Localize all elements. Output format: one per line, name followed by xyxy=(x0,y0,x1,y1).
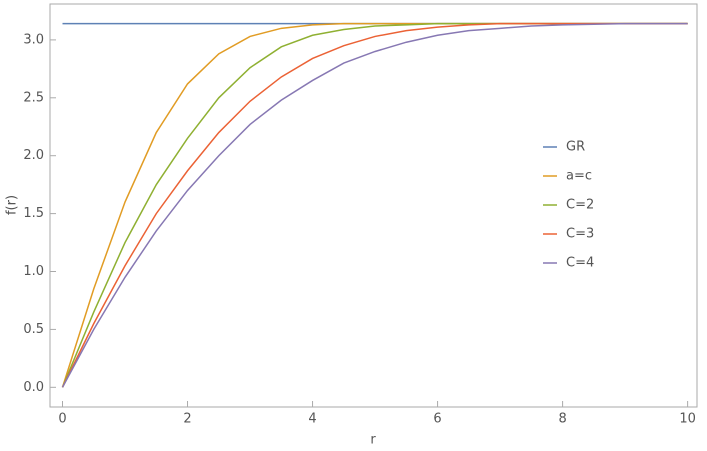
x-tick-label: 0 xyxy=(58,412,66,427)
y-tick-label: 1.5 xyxy=(23,206,44,221)
x-axis-label: r xyxy=(370,433,376,448)
plot-frame xyxy=(49,3,698,408)
y-tick-label: 3.0 xyxy=(23,32,44,47)
y-tick-label: 0.0 xyxy=(23,380,44,395)
series-line xyxy=(61,22,688,388)
x-tick-label: 10 xyxy=(679,412,696,427)
x-tick-label: 8 xyxy=(558,412,566,427)
y-tick-label: 2.0 xyxy=(23,148,44,163)
x-tick-label: 4 xyxy=(308,412,316,427)
y-tick-label: 2.5 xyxy=(23,90,44,105)
legend-label: C=3 xyxy=(566,227,594,242)
series-line xyxy=(61,22,688,388)
legend-label: a=c xyxy=(566,169,592,184)
y-axis-label: f(r) xyxy=(5,195,20,215)
x-tick-label: 6 xyxy=(433,412,441,427)
y-tick-label: 1.0 xyxy=(23,264,44,279)
y-tick-label: 0.5 xyxy=(23,322,44,337)
legend-label: C=4 xyxy=(566,256,594,271)
legend-label: GR xyxy=(566,140,585,155)
x-tick-label: 2 xyxy=(183,412,191,427)
legend-label: C=2 xyxy=(566,198,594,213)
